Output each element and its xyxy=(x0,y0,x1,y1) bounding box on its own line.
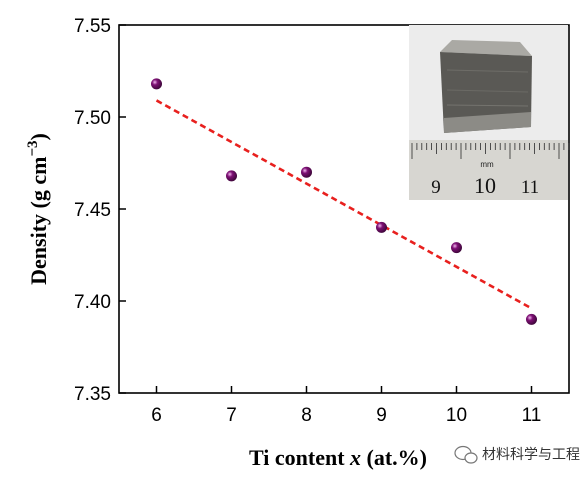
x-axis-ticks: 6 7 8 9 10 11 xyxy=(151,386,541,426)
ruler-ticks xyxy=(411,143,570,159)
data-points xyxy=(151,78,537,325)
x-tick-label: 10 xyxy=(446,405,467,426)
linear-fit-line xyxy=(155,99,533,310)
y-tick-label: 7.50 xyxy=(74,108,111,129)
x-tick-label: 8 xyxy=(301,405,312,426)
data-point xyxy=(226,170,237,182)
x-tick-label: 11 xyxy=(522,405,542,426)
ruler-label-11: 11 xyxy=(521,177,539,198)
wechat-icon xyxy=(454,445,478,464)
data-point xyxy=(151,78,162,90)
sample-top-face xyxy=(440,40,532,56)
ruler-unit-label: mm xyxy=(480,160,494,169)
watermark-text: 材料科学与工程 xyxy=(482,447,580,463)
data-point xyxy=(376,221,387,233)
data-point xyxy=(301,166,312,178)
data-point xyxy=(451,242,462,254)
y-tick-label: 7.55 xyxy=(74,16,111,37)
sample-side-face xyxy=(440,52,532,133)
ruler-label-10: 10 xyxy=(474,173,496,198)
x-tick-label: 6 xyxy=(151,405,162,426)
x-tick-label: 7 xyxy=(226,405,237,426)
y-axis-title-exponent: −3 xyxy=(25,140,41,156)
ruler xyxy=(409,140,568,200)
inset-sample-photo: 9 10 11 mm xyxy=(409,25,570,200)
x-axis-title: Ti content x (at.%) xyxy=(249,445,427,470)
y-tick-label: 7.35 xyxy=(74,384,111,405)
x-tick-label: 9 xyxy=(376,405,387,426)
x-axis-title-unit: (at.%) xyxy=(361,445,427,470)
y-tick-label: 7.45 xyxy=(74,200,111,221)
y-axis-ticks: 7.35 7.40 7.45 7.50 7.55 xyxy=(74,16,126,405)
y-axis-title-close: ) xyxy=(26,133,51,140)
y-axis-title: Density (g cm−3) xyxy=(25,133,51,285)
x-axis-title-variable: x xyxy=(349,445,361,470)
y-tick-label: 7.40 xyxy=(74,292,111,313)
x-axis-title-main: Ti content xyxy=(249,445,350,470)
y-axis-title-main: Density (g cm xyxy=(26,157,51,285)
watermark: 材料科学与工程 xyxy=(454,445,580,464)
data-point xyxy=(526,313,537,325)
ruler-label-9: 9 xyxy=(431,177,441,198)
